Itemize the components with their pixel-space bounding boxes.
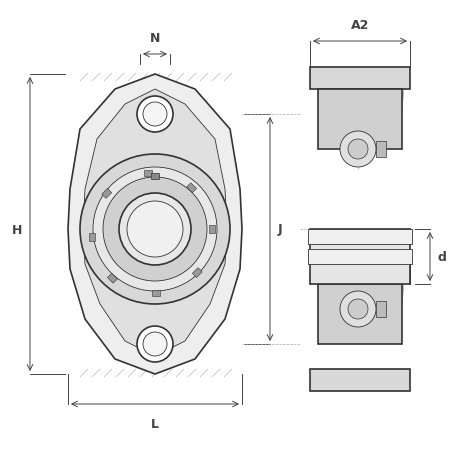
Circle shape	[339, 291, 375, 327]
Text: L: L	[151, 417, 159, 430]
Polygon shape	[83, 90, 226, 356]
Circle shape	[137, 97, 173, 133]
Bar	[308, 249, 411, 264]
Bar	[101, 189, 112, 199]
Text: A2: A2	[350, 19, 369, 32]
Text: J: J	[277, 223, 282, 236]
Circle shape	[347, 140, 367, 160]
Bar	[309, 369, 409, 391]
Text: d: d	[437, 251, 446, 263]
Bar	[107, 274, 117, 284]
Bar	[308, 230, 411, 245]
Bar	[208, 225, 214, 234]
Circle shape	[127, 202, 183, 257]
Bar	[151, 291, 160, 297]
Polygon shape	[375, 302, 385, 317]
Bar	[309, 230, 409, 285]
Text: B1: B1	[350, 274, 368, 287]
Bar	[144, 171, 151, 177]
Text: H: H	[11, 223, 22, 236]
Bar	[309, 68, 409, 90]
Bar	[151, 174, 159, 179]
Circle shape	[143, 332, 167, 356]
Bar	[192, 268, 202, 278]
Circle shape	[93, 168, 217, 291]
Circle shape	[143, 103, 167, 127]
Bar	[186, 184, 196, 193]
Polygon shape	[68, 75, 241, 374]
Text: N: N	[150, 32, 160, 45]
Bar	[317, 90, 401, 150]
Circle shape	[80, 155, 230, 304]
Bar	[317, 285, 401, 344]
Circle shape	[119, 194, 190, 265]
Circle shape	[103, 178, 207, 281]
Circle shape	[137, 326, 173, 362]
Circle shape	[347, 299, 367, 319]
Polygon shape	[375, 142, 385, 157]
Circle shape	[339, 132, 375, 168]
Bar	[89, 234, 95, 241]
